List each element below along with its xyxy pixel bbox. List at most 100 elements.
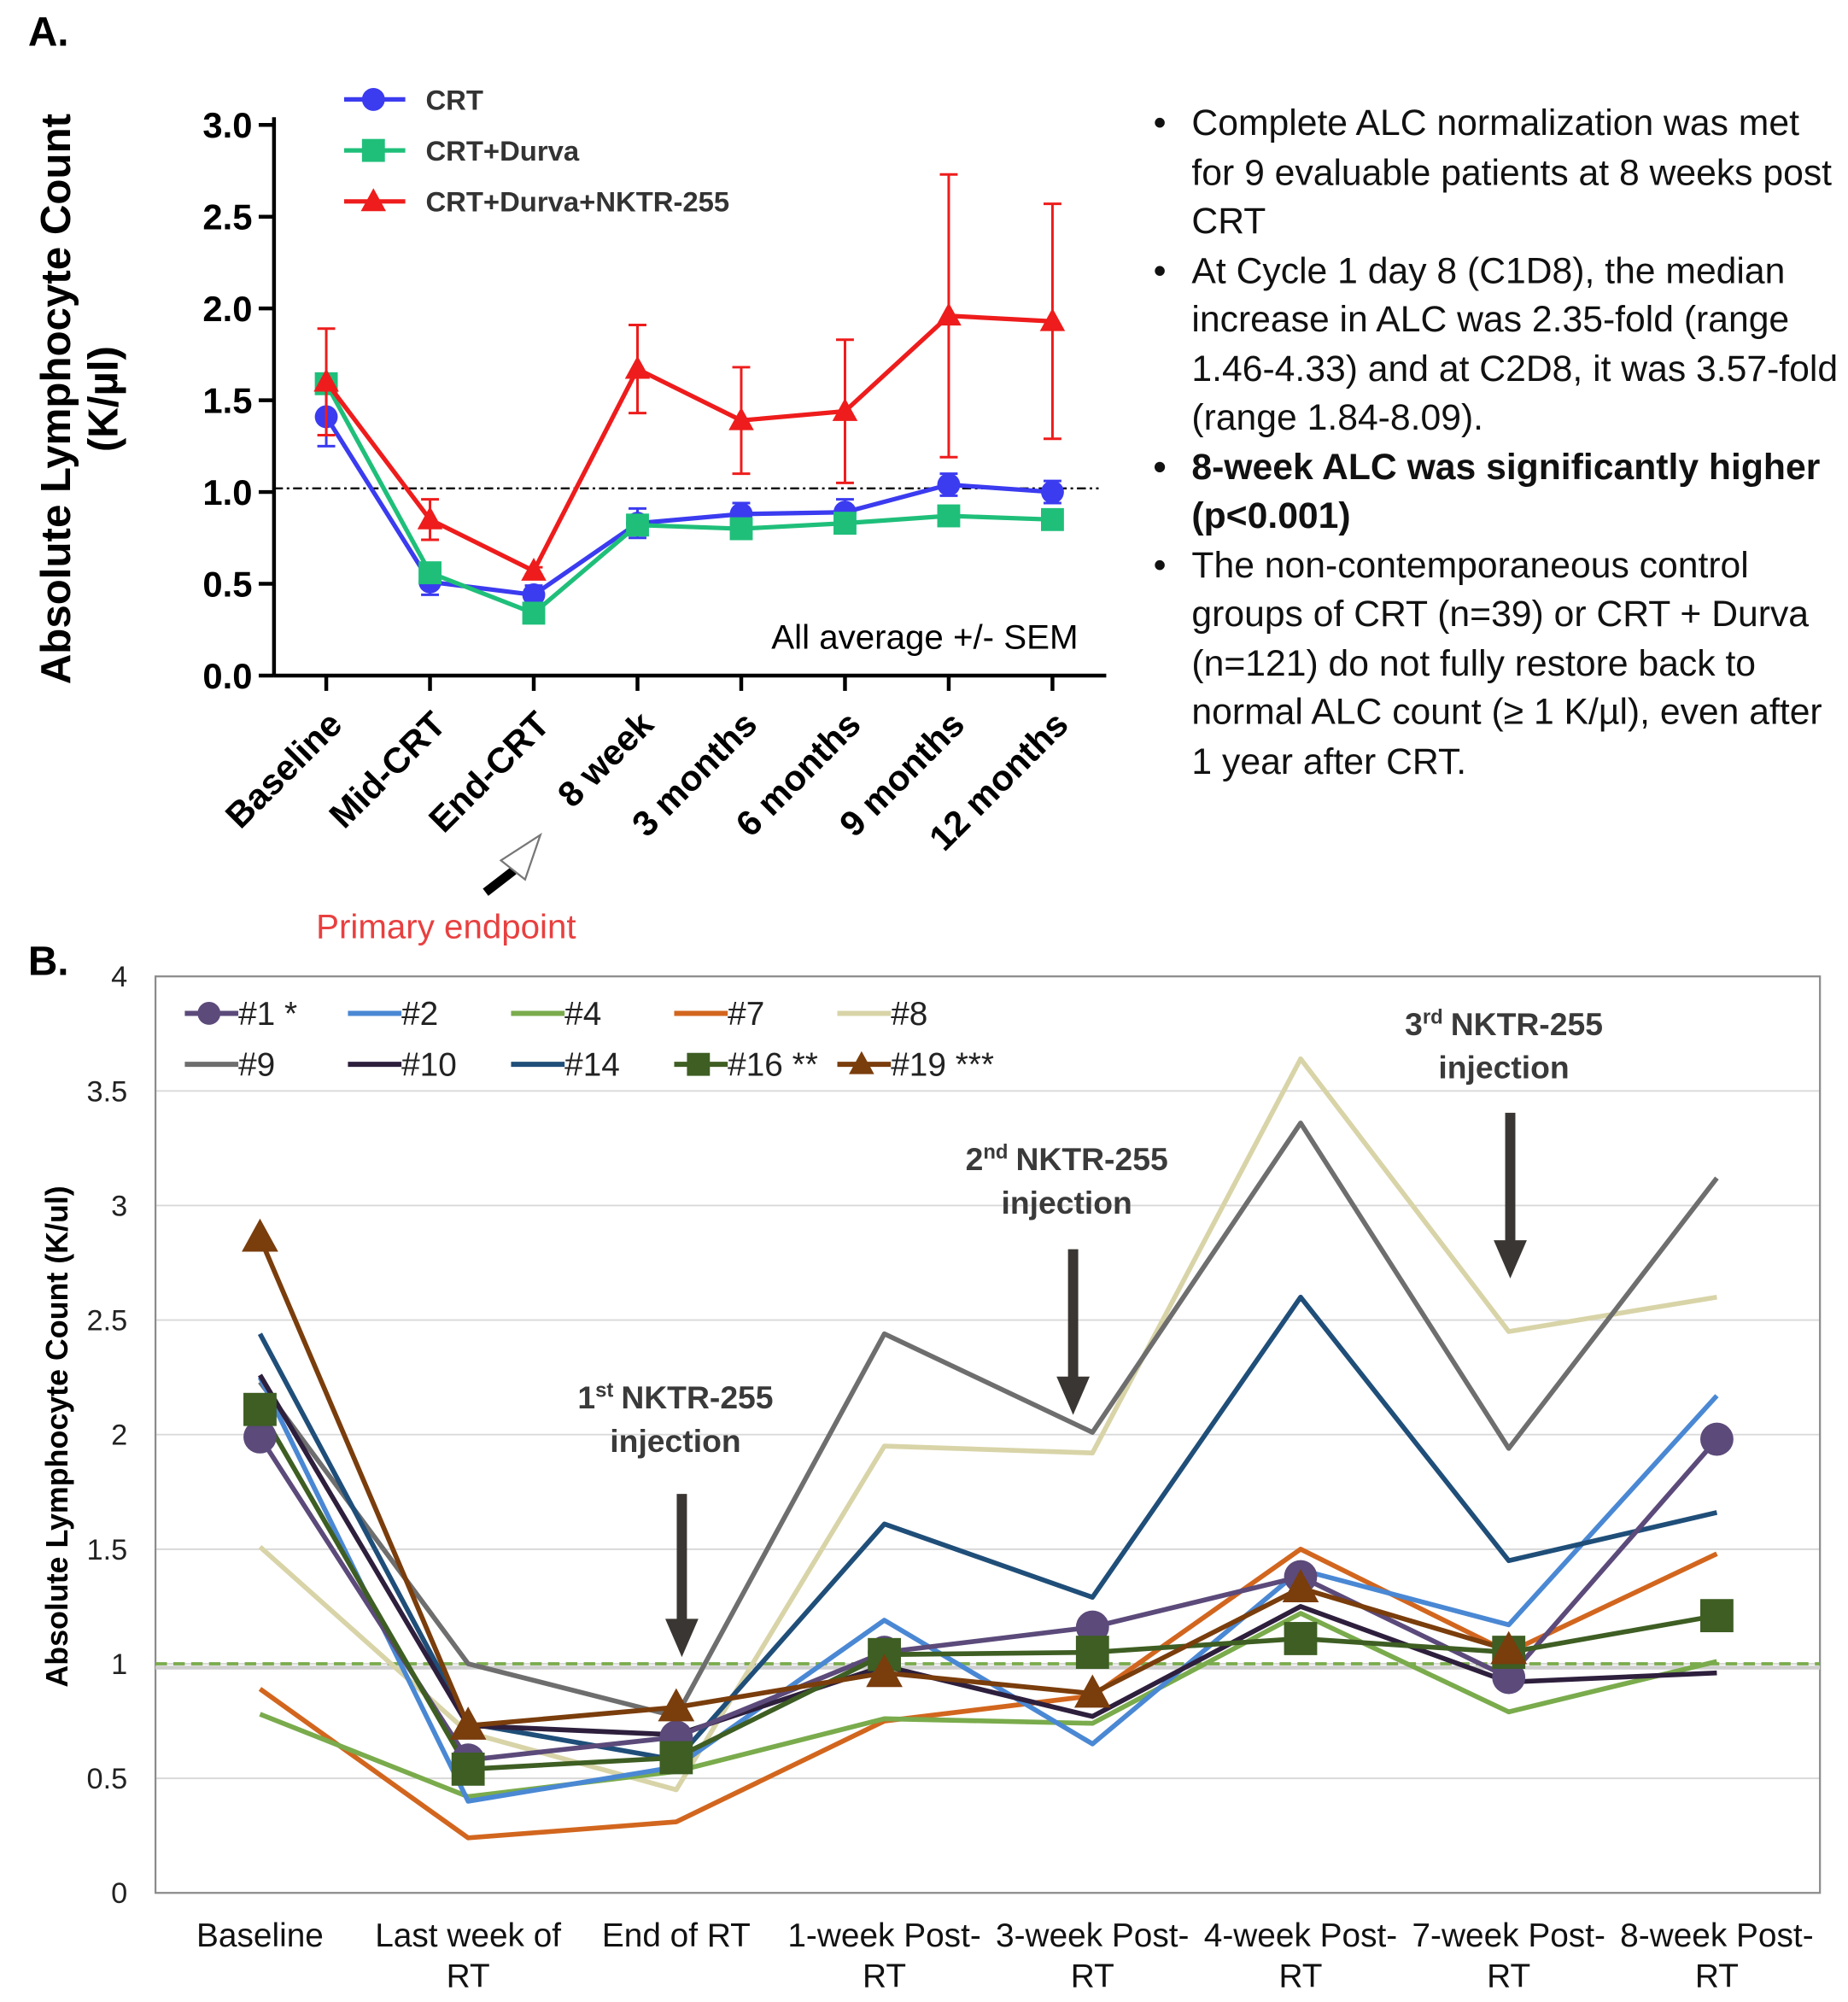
legend-label: #9: [238, 1047, 275, 1084]
series-line: [259, 1611, 1718, 1800]
y-tick-label: 2: [111, 1420, 127, 1452]
legend-label: CRT+Durva+NKTR-255: [425, 186, 729, 218]
marker: [1041, 507, 1064, 531]
notes: Complete ALC normalization was met for 9…: [1147, 99, 1848, 786]
series-line: [258, 1056, 1717, 1793]
bullet: 8-week ALC was significantly higher (p<0…: [1154, 443, 1848, 541]
marker: [1282, 1569, 1319, 1602]
series-line: [258, 1435, 1719, 1763]
legend-label: #8: [891, 996, 927, 1033]
x-tick-label: 8-week Post-RT: [1620, 1916, 1814, 1995]
x-tick-label: Last week of RT: [375, 1916, 562, 1995]
marker: [728, 407, 754, 430]
legend-label: #16 **: [728, 1047, 818, 1084]
y-tick-label: 2.5: [202, 197, 252, 237]
bullet: The non-contemporaneous control groups o…: [1154, 541, 1848, 787]
annotation: 3rd NKTR-255: [1405, 1005, 1603, 1041]
series-line: [324, 313, 1053, 574]
plot-frame: [154, 975, 1822, 1894]
marker: [937, 473, 961, 496]
legend-label: #4: [564, 996, 601, 1033]
marker: [729, 517, 753, 541]
bullet: At Cycle 1 day 8 (C1D8), the median incr…: [1154, 247, 1848, 443]
legend-label: #7: [728, 996, 764, 1033]
y-axis-label-line: (K/µl): [79, 346, 126, 452]
legend-label: #2: [401, 996, 438, 1033]
marker: [449, 1706, 487, 1740]
y-tick-label: 0: [111, 1877, 127, 1910]
legend-label: #10: [401, 1047, 457, 1084]
bullet: Complete ALC normalization was met for 9…: [1154, 99, 1848, 246]
marker: [1075, 1610, 1109, 1644]
marker: [313, 368, 339, 392]
y-tick-label: 0.5: [202, 564, 252, 604]
y-tick-label: 4: [111, 961, 127, 993]
y-tick-label: 2.0: [202, 289, 252, 329]
marker: [849, 1051, 874, 1074]
marker: [522, 601, 546, 625]
marker: [197, 1002, 221, 1025]
marker: [936, 302, 962, 326]
legend-label: #1 *: [238, 996, 297, 1033]
marker: [243, 1420, 277, 1454]
marker: [832, 398, 858, 421]
legend-label: #14: [564, 1047, 620, 1084]
marker: [361, 138, 385, 162]
annotation: Primary endpoint: [316, 907, 576, 945]
marker: [417, 506, 443, 530]
x-tick-label: Baseline: [196, 1916, 324, 1954]
legend-label: CRT+Durva: [425, 135, 579, 167]
y-axis-label: Absolute Lymphocyte Count (K/ul): [40, 1185, 74, 1687]
y-tick-label: 1.0: [202, 472, 252, 512]
y-tick-label: 3.0: [202, 105, 252, 145]
annotation: injection: [1001, 1185, 1132, 1221]
series-line: [258, 1547, 1718, 1841]
annotation: injection: [610, 1423, 740, 1459]
x-tick-label: 3-week Post-RT: [996, 1916, 1190, 1995]
marker: [866, 1654, 903, 1688]
y-tick-label: 3: [111, 1190, 127, 1222]
annotation-ordinal: 3: [1405, 1006, 1423, 1042]
marker: [1492, 1660, 1526, 1695]
annotation-text: NKTR-255: [1015, 1141, 1167, 1177]
arrow-head: [499, 832, 542, 881]
annotation: 1st NKTR-255: [577, 1379, 773, 1415]
y-tick-label: 1.5: [87, 1534, 128, 1566]
annotation-suffix: rd: [1423, 1005, 1443, 1028]
marker: [451, 1752, 485, 1786]
series-line: [257, 1408, 1717, 1772]
y-tick-label: 1.5: [202, 381, 252, 421]
y-tick-label: 1: [111, 1648, 127, 1681]
marker: [418, 561, 442, 585]
marker: [1039, 307, 1066, 331]
annotation-suffix: st: [595, 1379, 613, 1402]
x-tick-label: End of RT: [601, 1916, 751, 1954]
marker: [361, 87, 385, 111]
x-tick-label: 7-week Post-RT: [1412, 1916, 1605, 1995]
annotation-text: NKTR-255: [1451, 1006, 1603, 1042]
annotation: injection: [1438, 1050, 1569, 1086]
series-line: [324, 415, 1053, 598]
x-tick-label: 4-week Post-RT: [1203, 1916, 1398, 1995]
y-tick-label: 2.5: [87, 1305, 128, 1338]
y-tick-label: 0.0: [202, 656, 252, 696]
arrow-head: [665, 1619, 699, 1658]
y-axis-label: Absolute Lymphocyte Count(K/µl): [32, 114, 126, 684]
marker: [937, 504, 961, 528]
marker: [243, 1392, 277, 1426]
arrow-shaft: [482, 867, 517, 896]
annotation-ordinal: 1: [577, 1379, 595, 1415]
panel-label: B.: [28, 940, 69, 985]
marker: [624, 355, 651, 379]
marker: [360, 188, 387, 212]
y-tick-label: 0.5: [87, 1763, 128, 1795]
marker: [521, 558, 547, 581]
arrow-head: [1494, 1240, 1527, 1279]
y-tick-label: 3.5: [87, 1075, 128, 1108]
marker: [1075, 1636, 1109, 1669]
series-line: [324, 383, 1053, 616]
note: All average +/- SEM: [771, 618, 1078, 657]
marker: [242, 1218, 278, 1252]
annotation-ordinal: 2: [966, 1141, 984, 1177]
